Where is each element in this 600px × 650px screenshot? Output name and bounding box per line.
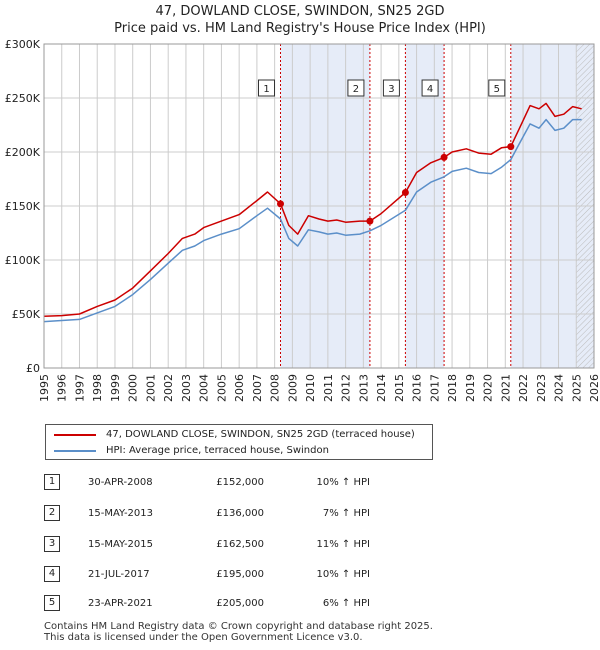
x-tick-label: 2005 <box>215 374 228 402</box>
y-tick-label: £50K <box>12 308 41 321</box>
x-tick-label: 2019 <box>464 374 477 402</box>
y-tick-label: £0 <box>26 362 40 375</box>
x-tick-label: 2008 <box>269 374 282 402</box>
sale-marker-box <box>488 79 506 97</box>
transaction-date: 21-JUL-2017 <box>88 569 150 580</box>
chart-title: 47, DOWLAND CLOSE, SWINDON, SN25 2GD <box>155 4 445 19</box>
x-tick-label: 2011 <box>322 374 335 402</box>
y-tick-label: £150K <box>5 200 41 213</box>
transaction-price: £162,500 <box>216 539 264 550</box>
transaction-number: 2 <box>44 505 60 521</box>
sale-point <box>440 153 448 161</box>
transaction-number: 5 <box>44 595 60 611</box>
sale-marker-label: 2 <box>353 84 359 95</box>
x-tick-label: 2016 <box>411 374 424 402</box>
x-tick-label: 2002 <box>162 374 175 402</box>
x-tick-label: 1995 <box>38 374 51 402</box>
price-chart: 1 2 3 4 5 £0 £50K £100K £150K £200K £250K £300K 199… <box>5 38 600 402</box>
x-tick-label: 2015 <box>393 374 406 402</box>
x-tick-label: 2020 <box>482 374 495 402</box>
x-tick-label: 2001 <box>144 374 157 402</box>
x-tick-label: 2017 <box>428 374 441 402</box>
transaction-hpi: 10% ↑ HPI <box>316 477 370 488</box>
y-tick-label: £250K <box>5 92 41 105</box>
x-tick-label: 2018 <box>446 374 459 402</box>
sale-point <box>507 143 515 151</box>
sale-marker-label: 3 <box>388 84 394 95</box>
sale-point <box>401 189 409 196</box>
x-tick-label: 2024 <box>553 374 566 402</box>
y-tick-label: £300K <box>5 38 41 51</box>
x-tick-label: 2007 <box>251 374 264 402</box>
x-tick-label: 2010 <box>304 374 317 402</box>
x-tick-label: 1999 <box>109 374 122 402</box>
transaction-date: 30-APR-2008 <box>88 477 153 488</box>
transaction-price: £136,000 <box>216 508 264 519</box>
x-tick-label: 2003 <box>180 374 193 402</box>
x-tick-label: 2021 <box>499 374 512 402</box>
legend-label-property: 47, DOWLAND CLOSE, SWINDON, SN25 2GD (te… <box>106 429 415 440</box>
transaction-hpi: 6% ↑ HPI <box>322 598 370 609</box>
x-tick-label: 2022 <box>517 374 530 402</box>
x-tick-label: 1996 <box>56 374 69 402</box>
x-tick-label: 2013 <box>357 374 370 402</box>
transaction-hpi: 7% ↑ HPI <box>322 508 370 519</box>
transaction-date: 15-MAY-2013 <box>88 508 154 519</box>
transaction-date: 23-APR-2021 <box>88 598 153 609</box>
x-tick-label: 2023 <box>535 374 548 402</box>
y-tick-label: £100K <box>5 254 41 267</box>
sale-marker-box <box>258 79 275 97</box>
transaction-date: 15-MAY-2015 <box>88 539 154 550</box>
hpi-line <box>44 118 582 323</box>
sale-marker-label: 5 <box>494 84 500 95</box>
footer-licence: This data is licensed under the Open Gov… <box>44 632 363 643</box>
x-tick-label: 2000 <box>127 374 140 402</box>
x-tick-label: 2004 <box>198 374 211 402</box>
x-tick-label: 2026 <box>588 374 600 402</box>
legend-label-hpi: HPI: Average price, terraced house, Swin… <box>106 445 329 456</box>
footer-attribution: Contains HM Land Registry data © Crown c… <box>44 621 433 643</box>
sale-marker-box <box>421 79 439 97</box>
x-tick-label: 1998 <box>91 374 104 402</box>
transaction-hpi: 11% ↑ HPI <box>316 539 370 550</box>
x-tick-label: 2006 <box>233 374 246 402</box>
transaction-price: £152,000 <box>216 477 264 488</box>
legend-swatch-property <box>54 434 96 436</box>
transaction-hpi: 10% ↑ HPI <box>316 569 370 580</box>
transaction-number: 3 <box>44 536 60 552</box>
legend-swatch-hpi <box>54 450 96 452</box>
transaction-price: £195,000 <box>216 569 264 580</box>
transaction-number: 1 <box>44 474 60 490</box>
x-tick-label: 2012 <box>340 374 353 402</box>
chart-legend: 47, DOWLAND CLOSE, SWINDON, SN25 2GD (te… <box>45 424 433 460</box>
x-tick-label: 2014 <box>375 374 388 402</box>
x-tick-label: 2009 <box>286 374 299 402</box>
plot-frame <box>43 43 595 369</box>
y-tick-label: £200K <box>5 146 41 159</box>
x-tick-label: 1997 <box>73 374 86 402</box>
sale-point <box>366 217 374 225</box>
sale-marker-box <box>347 79 365 97</box>
sale-marker-box <box>382 79 400 97</box>
sale-marker-label: 1 <box>263 84 269 95</box>
x-tick-label: 2025 <box>570 374 583 402</box>
sale-point <box>277 200 284 208</box>
transaction-number: 4 <box>44 566 60 582</box>
property-price-line <box>44 102 582 317</box>
sale-marker-label: 4 <box>427 84 433 95</box>
footer-copyright: Contains HM Land Registry data © Crown c… <box>44 621 433 632</box>
transaction-price: £205,000 <box>216 598 264 609</box>
chart-subtitle: Price paid vs. HM Land Registry's House … <box>114 21 486 36</box>
